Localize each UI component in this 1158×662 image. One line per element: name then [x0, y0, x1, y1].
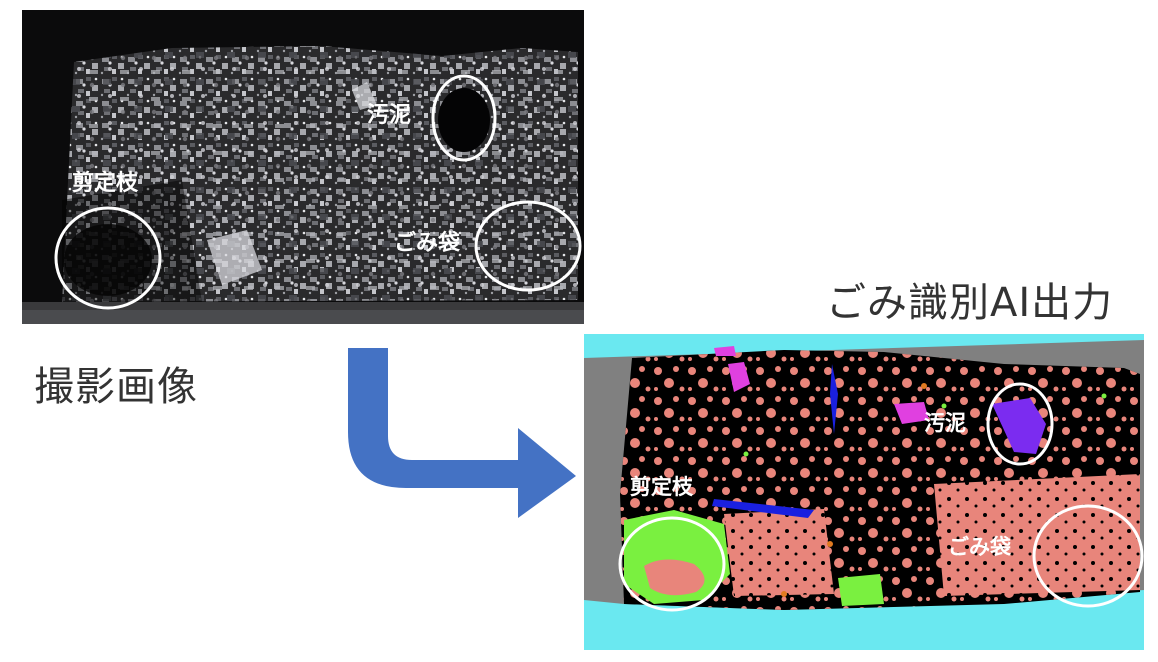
highlight-ring-branches-ai [618, 516, 726, 612]
highlight-ring-sludge-photo [431, 74, 497, 162]
highlight-ring-bag-photo [474, 200, 582, 292]
annotation-bag-ai: ごみ袋 [948, 535, 1012, 559]
annotation-branches-ai: 剪定枝 [630, 475, 694, 499]
highlight-ring-sludge-ai [986, 382, 1054, 466]
annotation-sludge-photo: 汚泥 [367, 103, 411, 128]
annotation-sludge-ai: 汚泥 [924, 411, 966, 435]
annotation-bag-photo: ごみ袋 [394, 230, 461, 256]
captured-photo: 汚泥 剪定枝 ごみ袋 [22, 10, 584, 324]
annotation-branches-photo: 剪定枝 [72, 170, 139, 196]
segmentation-output: 汚泥 剪定枝 ごみ袋 [584, 334, 1144, 650]
caption-ai-output: ごみ識別AI出力 [826, 280, 1114, 326]
process-arrow [348, 348, 576, 518]
caption-captured-image: 撮影画像 [34, 364, 198, 410]
highlight-ring-bag-ai [1032, 504, 1144, 608]
highlight-ring-branches-photo [54, 206, 162, 310]
